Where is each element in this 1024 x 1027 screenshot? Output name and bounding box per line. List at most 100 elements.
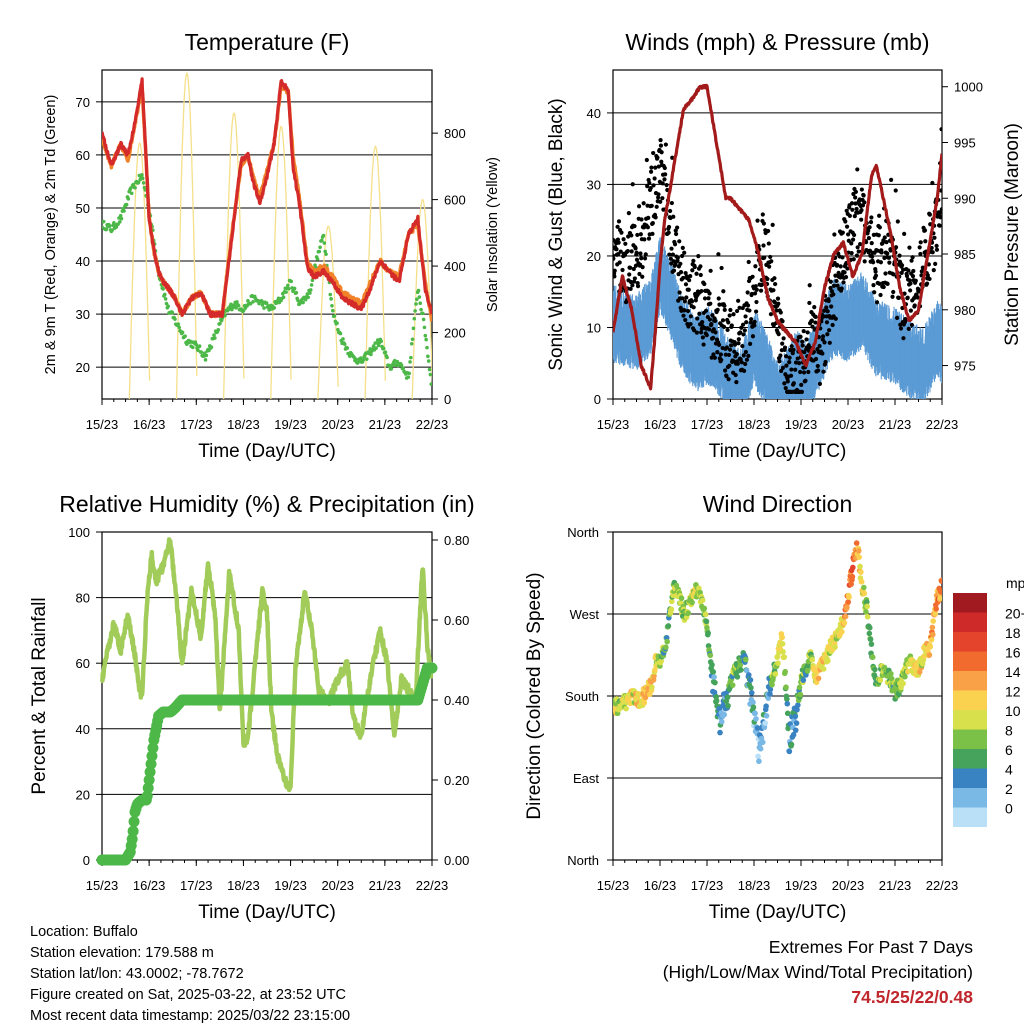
precip-point: [147, 742, 159, 754]
info-latlon: Station lat/lon: 43.0002; -78.7672: [30, 966, 244, 982]
gust-point: [684, 295, 689, 300]
direction-point: [849, 573, 856, 580]
gust-point: [633, 246, 638, 251]
y-tick-label: 70: [76, 95, 90, 110]
direction-point: [649, 684, 655, 691]
gust-point: [754, 287, 759, 292]
direction-point: [788, 741, 795, 748]
gust-point: [779, 368, 784, 374]
gust-point: [791, 381, 796, 386]
gust-point: [614, 247, 619, 252]
gust-point: [838, 264, 843, 269]
direction-point: [641, 699, 648, 706]
dewpoint-point: [383, 350, 388, 355]
direction-point: [938, 589, 942, 595]
direction-point: [858, 569, 864, 575]
direction-point: [861, 584, 867, 591]
precip-point: [126, 833, 138, 845]
y-tick-label: 40: [76, 254, 90, 269]
dewpoint-point: [112, 221, 116, 225]
gust-point: [789, 367, 794, 372]
gust-point: [688, 273, 693, 279]
gust-point: [871, 283, 876, 288]
dewpoint-point: [212, 333, 216, 337]
direction-point: [699, 597, 706, 604]
info-location: Location: Buffalo: [30, 924, 138, 940]
direction-point: [869, 654, 876, 660]
y-tick-label: North: [567, 853, 599, 868]
gust-point: [850, 207, 855, 212]
dewpoint-point: [332, 314, 337, 318]
gust-point: [901, 336, 906, 341]
dewpoint-point: [223, 313, 227, 318]
direction-point: [896, 691, 902, 698]
gust-point: [713, 318, 718, 323]
gust-point: [862, 259, 867, 264]
gust-point: [934, 247, 940, 252]
gust-point: [613, 274, 617, 279]
direction-point: [747, 677, 754, 683]
gust-point: [711, 335, 716, 340]
dewpoint-point: [417, 295, 422, 299]
y-tick-label: West: [570, 607, 600, 622]
gust-point: [646, 236, 652, 241]
gust-point: [854, 206, 859, 212]
direction-point: [772, 671, 779, 677]
direction-point: [926, 652, 933, 658]
dewpoint-point: [374, 346, 378, 350]
dewpoint-point: [324, 252, 328, 256]
gust-point: [724, 345, 729, 350]
gust-point: [626, 211, 631, 216]
gust-point: [662, 165, 667, 171]
gust-point: [719, 265, 724, 271]
gust-point: [632, 279, 637, 284]
direction-point: [729, 682, 736, 688]
gust-point: [923, 239, 928, 244]
gust-point: [760, 212, 765, 217]
direction-point: [651, 673, 657, 679]
dewpoint-point: [292, 286, 297, 291]
gust-point: [825, 332, 830, 337]
dewpoint-point: [119, 216, 124, 221]
gust-point: [628, 286, 633, 291]
direction-point: [872, 666, 878, 673]
gust-point: [883, 271, 888, 276]
gust-point: [801, 370, 807, 375]
dewpoint-point: [183, 334, 187, 338]
dewpoint-point: [262, 306, 266, 310]
direction-point: [762, 720, 769, 726]
legend-label: 16: [1005, 645, 1021, 661]
direction-point: [825, 658, 831, 664]
gust-point: [826, 298, 831, 304]
dewpoint-point: [124, 202, 129, 207]
y-tick-label: 20: [76, 787, 90, 802]
y-tick-label: 100: [68, 525, 90, 540]
dewpoint-point: [281, 295, 286, 300]
dewpoint-point: [426, 359, 431, 363]
gust-point: [886, 255, 892, 260]
gust-point: [908, 288, 913, 293]
dewpoint-point: [161, 287, 165, 291]
gust-point: [871, 260, 876, 265]
gust-point: [658, 143, 664, 148]
gust-point: [649, 203, 654, 208]
gust-point: [868, 220, 874, 225]
x-tick-label: 22/23: [416, 878, 449, 893]
gust-point: [690, 268, 695, 273]
direction-point: [800, 677, 807, 683]
legend-swatch: [953, 632, 987, 652]
dewpoint-point: [409, 341, 414, 346]
dewpoint-point: [133, 185, 137, 190]
direction-point: [929, 631, 936, 638]
direction-point: [937, 595, 942, 601]
info-created: Figure created on Sat, 2025-03-22, at 23…: [30, 987, 346, 1003]
direction-point: [767, 686, 774, 693]
y2-axis-label: Solar Insolation (Yellow): [485, 157, 501, 312]
panel-4: 15/23 16/23 17/23 18/23 19/23 20/23 21/23 22/23…: [524, 491, 1024, 923]
x-tick-label: 21/23: [369, 417, 402, 432]
gust-point: [843, 275, 849, 280]
gust-point: [816, 368, 821, 373]
gust-point: [904, 273, 910, 279]
gust-point: [840, 255, 845, 260]
direction-point: [846, 594, 852, 600]
